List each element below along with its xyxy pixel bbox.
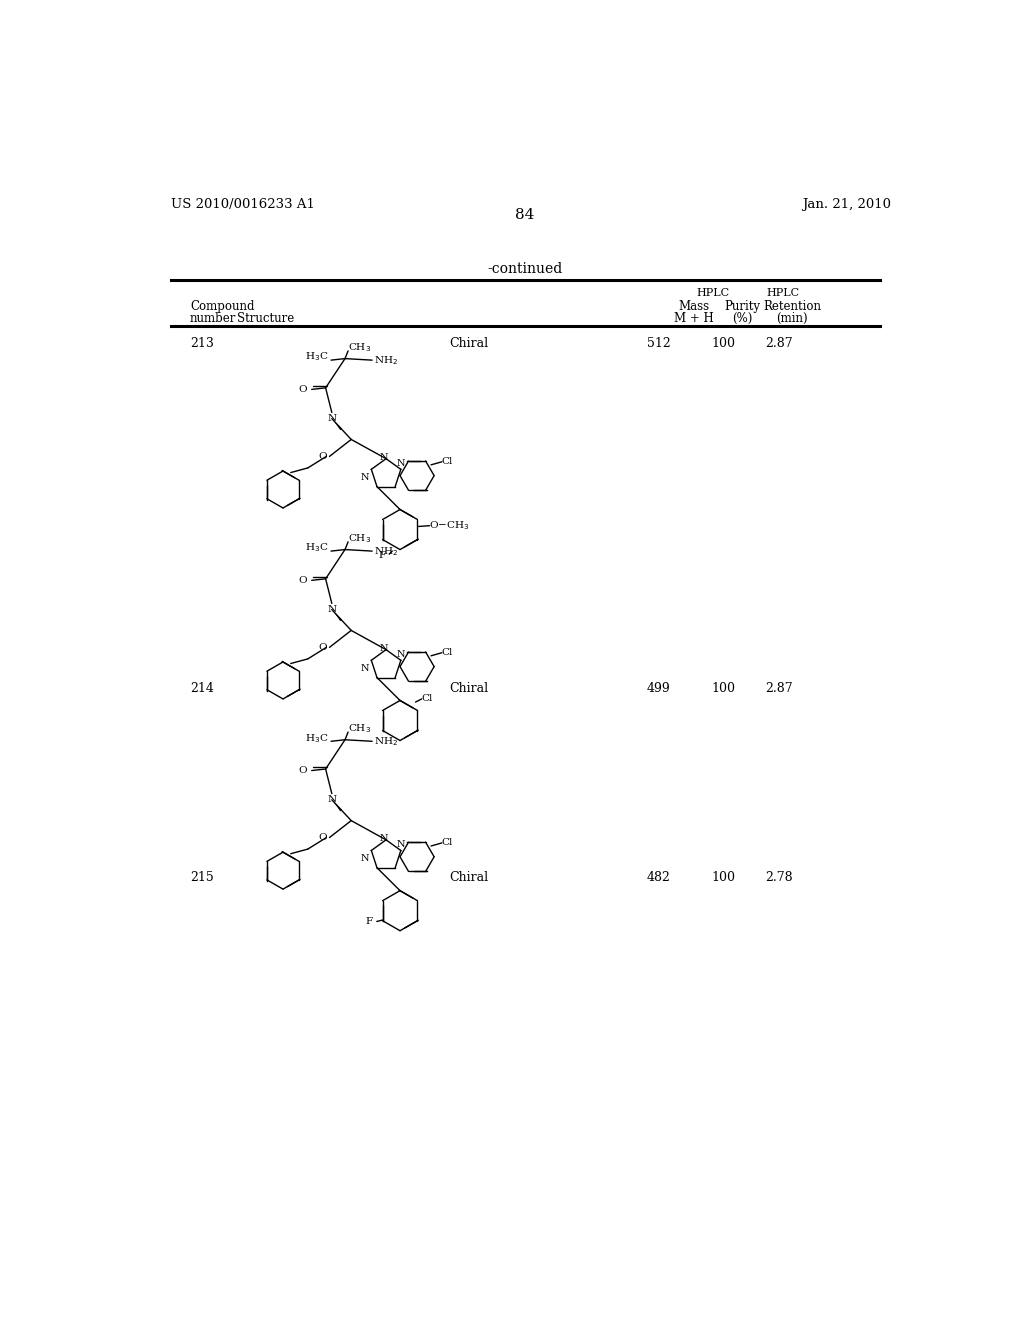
- Text: number: number: [190, 313, 237, 326]
- Text: Cl: Cl: [442, 648, 454, 657]
- Text: N: N: [360, 473, 369, 482]
- Text: Cl: Cl: [422, 694, 433, 704]
- Text: O: O: [298, 766, 307, 775]
- Text: N: N: [380, 834, 388, 842]
- Text: Structure: Structure: [237, 313, 294, 326]
- Text: (%): (%): [732, 313, 753, 326]
- Text: 214: 214: [190, 682, 214, 696]
- Text: O: O: [318, 833, 328, 842]
- Text: H$_3$C: H$_3$C: [304, 731, 328, 744]
- Polygon shape: [334, 801, 342, 812]
- Text: O: O: [318, 451, 328, 461]
- Text: N: N: [328, 414, 337, 422]
- Text: (min): (min): [776, 313, 808, 326]
- Text: Chiral: Chiral: [450, 682, 488, 696]
- Text: O: O: [298, 385, 307, 393]
- Text: 84: 84: [515, 209, 535, 223]
- Text: HPLC: HPLC: [766, 288, 800, 298]
- Text: CH$_3$: CH$_3$: [348, 532, 372, 545]
- Text: NH$_2$: NH$_2$: [375, 735, 398, 747]
- Text: 100: 100: [712, 682, 735, 696]
- Text: 215: 215: [190, 871, 214, 883]
- Text: NH$_2$: NH$_2$: [375, 545, 398, 557]
- Text: Mass: Mass: [678, 300, 710, 313]
- Text: N: N: [328, 795, 337, 804]
- Text: Cl: Cl: [442, 838, 454, 847]
- Text: NH$_2$: NH$_2$: [375, 354, 398, 367]
- Text: O$\!-\!$CH$_3$: O$\!-\!$CH$_3$: [429, 519, 470, 532]
- Text: M + H: M + H: [674, 313, 714, 326]
- Text: N: N: [360, 854, 369, 863]
- Text: 2.87: 2.87: [765, 682, 793, 696]
- Text: F: F: [365, 917, 372, 925]
- Text: H$_3$C: H$_3$C: [304, 541, 328, 554]
- Text: 100: 100: [712, 871, 735, 883]
- Text: Purity: Purity: [725, 300, 761, 313]
- Text: N: N: [328, 605, 337, 614]
- Polygon shape: [334, 420, 342, 430]
- Text: Jan. 21, 2010: Jan. 21, 2010: [802, 198, 891, 211]
- Text: HPLC: HPLC: [696, 288, 730, 298]
- Text: Compound: Compound: [190, 300, 255, 313]
- Text: -continued: -continued: [487, 263, 562, 276]
- Text: 2.87: 2.87: [765, 337, 793, 350]
- Text: H$_3$C: H$_3$C: [304, 351, 328, 363]
- Text: Chiral: Chiral: [450, 871, 488, 883]
- Text: Retention: Retention: [763, 300, 821, 313]
- Text: 100: 100: [712, 337, 735, 350]
- Text: O: O: [318, 643, 328, 652]
- Text: 482: 482: [646, 871, 671, 883]
- Text: N: N: [397, 840, 406, 849]
- Text: US 2010/0016233 A1: US 2010/0016233 A1: [171, 198, 314, 211]
- Text: N: N: [380, 453, 388, 462]
- Text: Cl: Cl: [442, 457, 454, 466]
- Text: 213: 213: [190, 337, 214, 350]
- Text: 499: 499: [647, 682, 671, 696]
- Text: 512: 512: [647, 337, 671, 350]
- Polygon shape: [334, 611, 342, 622]
- Text: O: O: [298, 576, 307, 585]
- Text: N: N: [397, 649, 406, 659]
- Text: F: F: [379, 552, 386, 560]
- Text: N: N: [397, 459, 406, 467]
- Text: CH$_3$: CH$_3$: [348, 722, 372, 735]
- Text: Chiral: Chiral: [450, 337, 488, 350]
- Text: N: N: [380, 644, 388, 652]
- Text: 2.78: 2.78: [765, 871, 793, 883]
- Text: N: N: [360, 664, 369, 673]
- Text: CH$_3$: CH$_3$: [348, 342, 372, 354]
